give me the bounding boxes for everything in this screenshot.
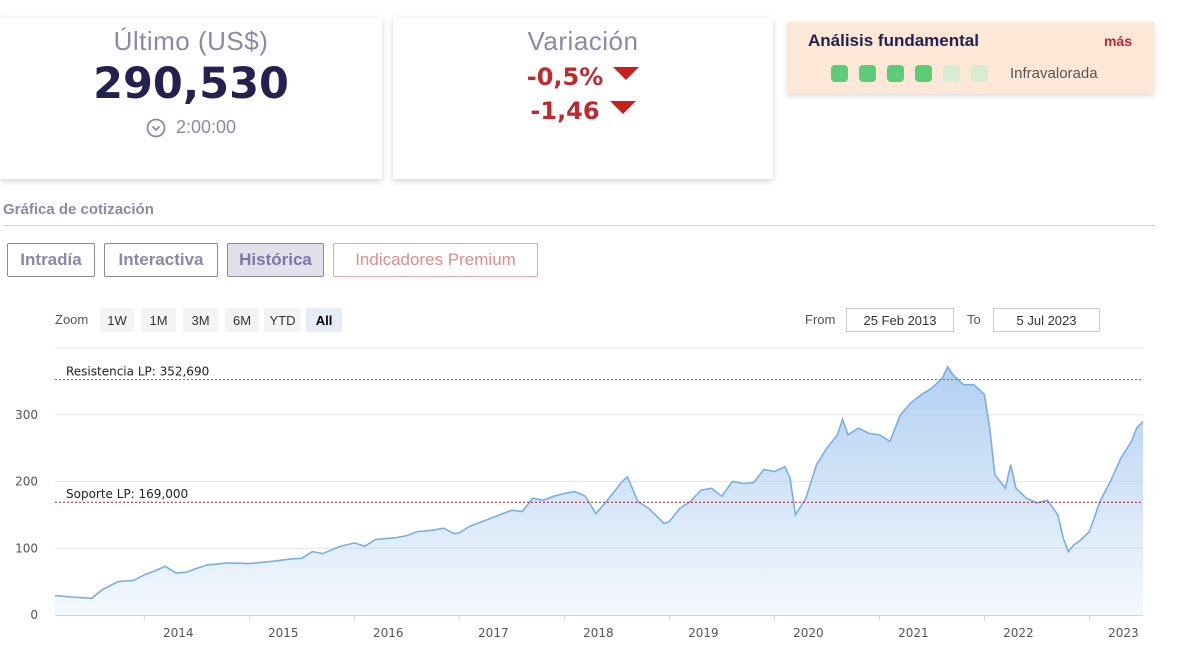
variation-percent: -0,5% [526,63,604,91]
variation-label: Variación [527,26,639,56]
range-from-label: From [805,312,836,327]
tab-intradia[interactable]: Intradía [7,243,95,277]
section-divider [3,225,1155,226]
x-tick-label: 2016 [373,626,404,640]
x-tick-label: 2023 [1108,626,1139,640]
range-from-input[interactable]: 25 Feb 2013 [846,308,954,332]
variation-absolute: -1,46 [530,97,600,125]
last-price-label: Último (US$) [113,26,269,56]
price-chart[interactable]: 0 100 200 300 Resistencia LP: 352,690 Sopor… [0,340,1177,660]
score-dot [971,65,988,82]
x-tick-label: 2018 [583,626,614,640]
variation-absolute-row: -1,46 [393,97,773,125]
variation-card: Variación -0,5% -1,46 [393,18,773,179]
y-tick-label: 0 [30,608,38,622]
score-dot [859,65,876,82]
last-price-card: Último (US$) 290,530 2:00:00 [0,18,382,179]
zoom-3m-button[interactable]: 3M [183,308,218,332]
score-dot [831,65,848,82]
zoom-1w-button[interactable]: 1W [100,308,134,332]
y-tick-label: 300 [15,408,38,422]
tab-interactiva[interactable]: Interactiva [104,243,218,277]
zoom-all-button[interactable]: All [306,308,342,332]
x-tick-label: 2021 [898,626,929,640]
x-tick-label: 2020 [793,626,824,640]
support-label: Soporte LP: 169,000 [66,487,188,501]
x-tick-label: 2017 [478,626,509,640]
range-to-input[interactable]: 5 Jul 2023 [993,308,1100,332]
y-tick-label: 200 [15,475,38,489]
variation-percent-row: -0,5% [393,63,773,91]
tab-historica[interactable]: Histórica [227,243,324,277]
zoom-ytd-button[interactable]: YTD [264,308,301,332]
fundamental-card: Análisis fundamental más Infravalorada [787,22,1154,94]
section-title: Gráfica de cotización [3,201,154,218]
zoom-1m-button[interactable]: 1M [141,308,176,332]
price-area [55,366,1143,615]
resistance-label: Resistencia LP: 352,690 [66,365,209,379]
fundamental-score-dots [831,65,988,82]
last-time-row: 2:00:00 [0,117,382,138]
x-tick-label: 2014 [163,626,194,640]
score-dot [943,65,960,82]
last-time: 2:00:00 [175,117,237,137]
x-tick-label: 2015 [268,626,299,640]
price-line [54,365,1144,600]
clock-icon [146,118,166,137]
range-to-label: To [967,312,981,327]
y-axis: 0 100 200 300 [15,408,38,622]
down-arrow-icon [613,66,640,80]
x-axis: 2014 2015 2016 2017 2018 2019 2020 2021 2022 2023 [143,615,1139,640]
y-tick-label: 100 [15,541,38,555]
last-price-value: 290,530 [93,59,289,109]
x-tick-label: 2019 [688,626,719,640]
x-tick-label: 2022 [1003,626,1034,640]
zoom-6m-button[interactable]: 6M [225,308,259,332]
fundamental-title: Análisis fundamental [808,31,979,50]
score-dot [887,65,904,82]
tab-indicadores-premium[interactable]: Indicadores Premium [333,243,538,277]
down-arrow-icon [609,100,636,114]
fundamental-status: Infravalorada [1010,65,1098,82]
fundamental-more-link[interactable]: más [1103,33,1132,49]
zoom-label: Zoom [55,312,89,327]
score-dot [915,65,932,82]
